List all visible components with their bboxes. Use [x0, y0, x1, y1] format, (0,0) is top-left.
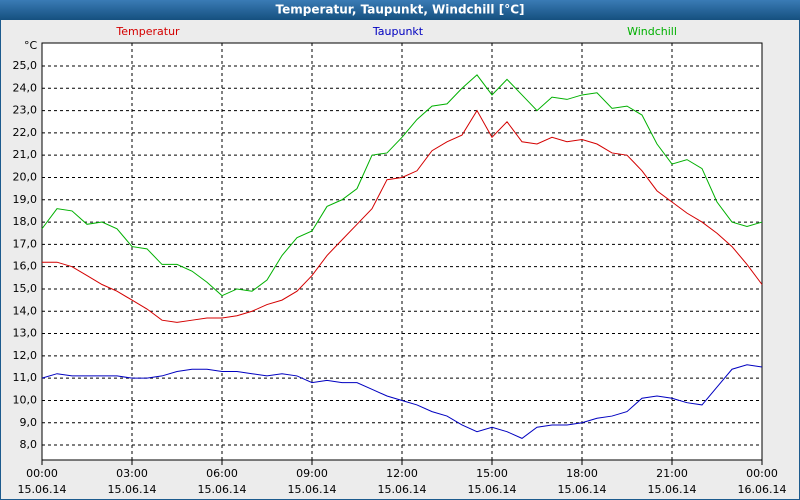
- x-tick-label: 21:00: [656, 467, 688, 480]
- x-tick-date: 15.06.14: [558, 483, 607, 496]
- y-tick-label: 16,0: [13, 260, 38, 273]
- y-tick-label: 19,0: [13, 193, 38, 206]
- x-tick-label: 15:00: [476, 467, 508, 480]
- y-tick-label: 15,0: [13, 282, 38, 295]
- data-line: [41, 364, 763, 439]
- y-tick-label: 11,0: [13, 371, 38, 384]
- y-tick-label: 22,0: [13, 126, 38, 139]
- x-tick-date: 15.06.14: [648, 483, 697, 496]
- title-bar: [0, 0, 800, 20]
- x-tick-label: 00:00: [26, 467, 58, 480]
- legend-entry: Taupunkt: [372, 25, 424, 38]
- x-tick-date: 15.06.14: [468, 483, 517, 496]
- legend-entry: Windchill: [627, 25, 677, 38]
- x-tick-date: 15.06.14: [108, 483, 157, 496]
- y-tick-label: 13,0: [13, 327, 38, 340]
- y-tick-label: 24,0: [13, 81, 38, 94]
- x-tick-label: 18:00: [566, 467, 598, 480]
- plot-area: [41, 42, 763, 461]
- y-tick-label: 21,0: [13, 148, 38, 161]
- y-tick-label: 25,0: [13, 59, 38, 72]
- x-tick-date: 15.06.14: [18, 483, 67, 496]
- y-axis-label: °C: [24, 39, 38, 52]
- x-tick-label: 12:00: [386, 467, 418, 480]
- data-line: [41, 74, 763, 297]
- y-tick-label: 17,0: [13, 237, 38, 250]
- data-line: [42, 109, 763, 323]
- y-tick-label: 8,0: [20, 438, 38, 451]
- y-tick-label: 12,0: [13, 349, 38, 362]
- x-tick-label: 00:00: [746, 467, 778, 480]
- y-tick-label: 9,0: [20, 416, 38, 429]
- y-tick-label: 23,0: [13, 104, 38, 117]
- x-tick-date: 16.06.14: [738, 483, 787, 496]
- legend-entry: Temperatur: [115, 25, 180, 38]
- x-tick-label: 03:00: [116, 467, 148, 480]
- y-tick-label: 10,0: [13, 393, 38, 406]
- y-tick-label: 20,0: [13, 170, 38, 183]
- y-tick-label: 14,0: [13, 304, 38, 317]
- y-tick-label: 18,0: [13, 215, 38, 228]
- x-tick-date: 15.06.14: [378, 483, 427, 496]
- x-tick-date: 15.06.14: [198, 483, 247, 496]
- x-tick-label: 06:00: [206, 467, 238, 480]
- x-tick-date: 15.06.14: [288, 483, 337, 496]
- x-tick-label: 09:00: [296, 467, 328, 480]
- chart-title: Temperatur, Taupunkt, Windchill [°C]: [276, 3, 525, 17]
